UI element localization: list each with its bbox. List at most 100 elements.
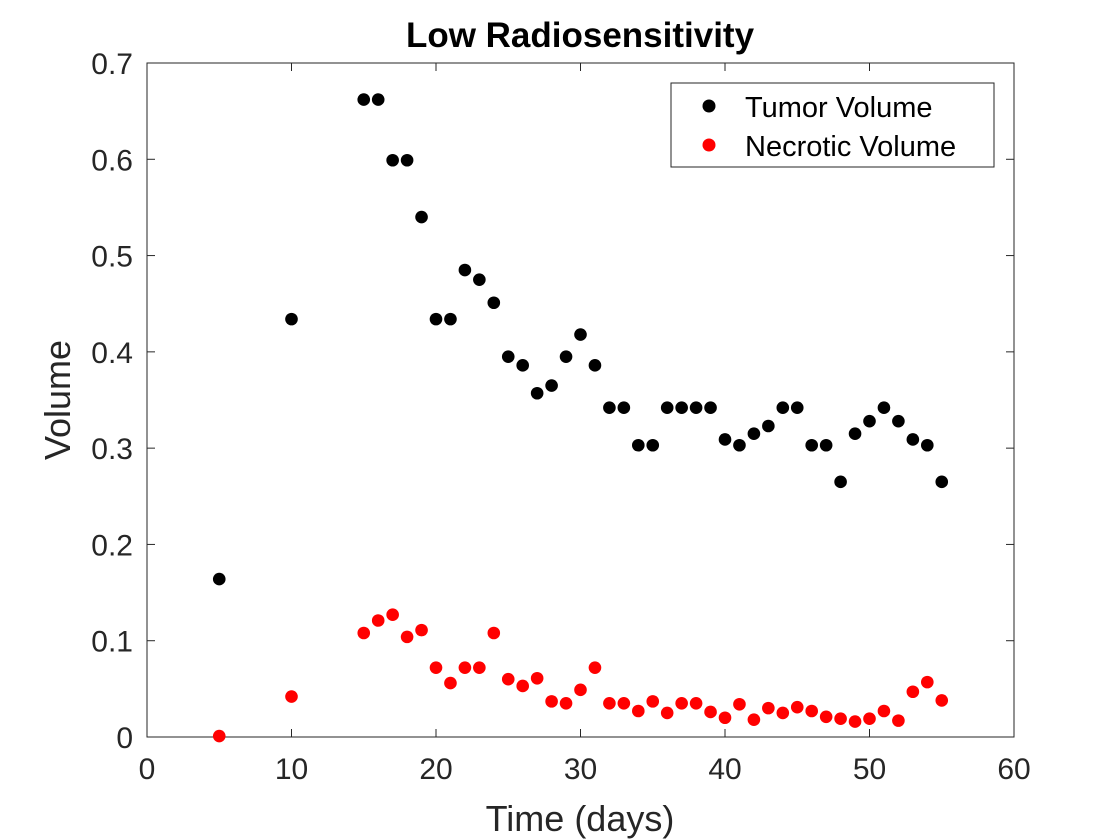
data-point (559, 350, 573, 363)
data-point (863, 712, 876, 726)
chart-title: Low Radiosensitivity (406, 16, 755, 55)
x-tick-label: 30 (564, 753, 597, 786)
data-point (805, 704, 818, 718)
data-point (921, 675, 934, 689)
x-tick-label: 20 (419, 753, 452, 786)
data-point (834, 712, 847, 726)
data-point (848, 427, 862, 441)
data-point (415, 210, 428, 224)
data-point (603, 697, 616, 710)
data-point (675, 697, 688, 710)
data-point (559, 697, 573, 710)
data-point (819, 710, 833, 724)
x-tick-label: 40 (708, 753, 741, 786)
data-point (733, 697, 746, 711)
y-tick-label: 0.4 (91, 337, 133, 370)
data-point (632, 438, 645, 452)
data-point (834, 475, 847, 489)
data-point (617, 401, 631, 415)
y-tick-label: 0.2 (91, 529, 133, 562)
data-point (516, 679, 529, 693)
data-point (357, 626, 371, 640)
data-point (603, 401, 616, 415)
y-tick-label: 0 (116, 722, 133, 755)
legend-marker-tumor-volume (702, 99, 716, 113)
data-point (762, 419, 775, 433)
data-point (848, 715, 862, 728)
data-point (386, 153, 399, 167)
data-point (473, 273, 486, 286)
data-point (819, 438, 833, 452)
legend: Tumor Volume Necrotic Volume (670, 82, 995, 168)
legend-label-tumor-volume: Tumor Volume (745, 92, 933, 124)
x-tick-label: 0 (139, 753, 156, 786)
data-point (212, 729, 226, 743)
data-point (574, 328, 587, 341)
data-point (501, 350, 515, 363)
data-point (473, 661, 486, 674)
y-axis-label: Volume (37, 340, 78, 460)
data-point (790, 401, 804, 415)
data-point (660, 401, 674, 415)
series-tumor-volume (212, 93, 949, 586)
data-point (545, 379, 558, 392)
data-point (863, 414, 876, 428)
data-point (704, 401, 717, 415)
x-tick-label: 60 (997, 753, 1030, 786)
data-point (675, 401, 688, 415)
data-point (371, 93, 385, 106)
data-point (588, 359, 602, 372)
data-point (415, 623, 428, 637)
data-point (646, 438, 660, 452)
data-point (704, 705, 717, 719)
data-point (935, 475, 949, 489)
data-point (776, 401, 790, 415)
data-point (660, 706, 674, 720)
data-point (877, 401, 891, 415)
data-point (733, 438, 746, 452)
data-point (285, 690, 298, 703)
series-necrotic-volume (212, 608, 949, 743)
data-point (429, 661, 443, 674)
data-point (212, 572, 226, 586)
data-point (530, 386, 544, 400)
data-point (762, 701, 775, 715)
data-point (689, 697, 703, 710)
data-point (357, 93, 371, 106)
data-point (790, 700, 804, 714)
data-point (877, 704, 891, 718)
data-point (747, 427, 761, 441)
legend-marker-necrotic-volume (702, 138, 716, 152)
data-point (805, 438, 818, 452)
data-point (530, 671, 544, 685)
data-point (935, 694, 949, 707)
data-point (400, 153, 414, 167)
y-tick-label: 0.7 (91, 48, 133, 81)
data-point (400, 630, 414, 644)
data-point (588, 661, 602, 674)
data-point (429, 312, 443, 326)
data-point (386, 608, 399, 622)
data-point (906, 685, 920, 699)
data-point (501, 672, 515, 686)
data-point (892, 414, 905, 428)
data-point (776, 706, 790, 720)
data-point (718, 433, 732, 446)
data-point (906, 433, 920, 446)
data-point (574, 683, 587, 697)
data-point (718, 711, 732, 725)
data-point (444, 676, 457, 690)
data-point (617, 697, 631, 710)
data-point (632, 704, 645, 718)
data-point (646, 695, 660, 708)
data-point (444, 312, 457, 326)
data-point (487, 626, 501, 640)
legend-box (670, 82, 995, 168)
data-point (285, 312, 298, 326)
plot-area (146, 62, 1015, 738)
data-point (689, 401, 703, 415)
data-point (371, 614, 385, 627)
y-tick-label: 0.6 (91, 144, 133, 177)
data-point (516, 359, 529, 372)
